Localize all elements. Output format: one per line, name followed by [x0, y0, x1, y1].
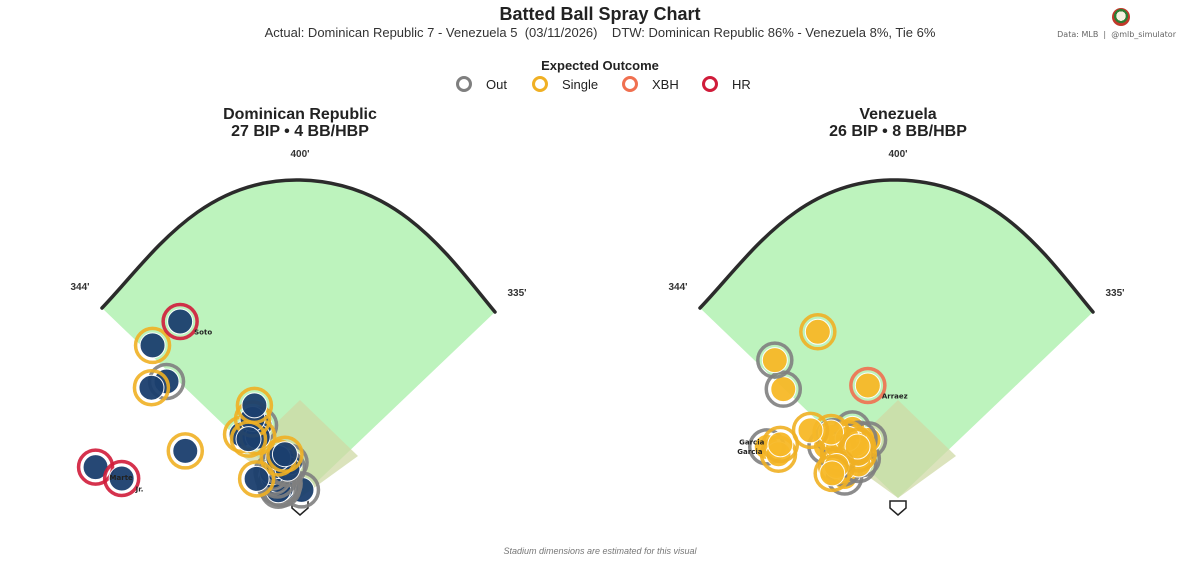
legend-single-ring-icon	[532, 76, 548, 92]
outcome-ring	[791, 411, 830, 450]
outcome-ring	[133, 326, 172, 365]
batted-ball-point	[854, 372, 881, 399]
outcome-ring	[764, 370, 803, 408]
outcome-ring	[166, 432, 205, 470]
outcome-ring	[161, 302, 199, 341]
legend-item-xbh: XBH	[622, 76, 679, 92]
legend: Out Single XBH HR	[0, 76, 1200, 94]
footnote: Stadium dimensions are estimated for thi…	[503, 546, 697, 556]
outcome-ring	[132, 368, 171, 407]
distance-label-right: 335'	[507, 288, 526, 299]
batted-ball-point	[243, 465, 270, 492]
outcome-ring	[849, 366, 887, 405]
batted-ball-point	[770, 376, 797, 403]
chart-title: Batted Ball Spray Chart	[499, 4, 701, 24]
simulator-logo-icon	[1112, 8, 1130, 26]
legend-single-label: Single	[562, 76, 599, 92]
panel-title-dominican: Dominican Republic 27 BIP • 4 BB/HBP	[100, 106, 500, 140]
batted-ball-point	[167, 308, 194, 335]
outfield-wall	[698, 178, 1095, 314]
outcome-ring	[76, 448, 115, 486]
outcome-ring	[102, 459, 141, 498]
legend-out-label: Out	[486, 76, 507, 92]
outcome-ring	[761, 425, 800, 464]
outfield-grass	[102, 179, 495, 499]
legend-xbh-ring-icon	[622, 76, 638, 92]
outcome-ring	[756, 341, 794, 379]
distance-label-center: 400'	[888, 149, 907, 160]
legend-xbh-label: XBH	[652, 76, 679, 92]
batted-ball-point	[271, 441, 298, 468]
outcome-ring	[799, 313, 837, 351]
home-plate-icon	[889, 500, 907, 516]
panel-team-name-dominican: Dominican Republic	[223, 106, 377, 123]
outfield-grass	[700, 179, 1093, 499]
batted-ball-point	[138, 374, 165, 401]
outcome-ring	[235, 386, 274, 425]
outfield-wall	[100, 178, 497, 314]
batted-ball-point	[139, 332, 166, 359]
panel-venezuela: 344' 400' 335' Garcia Arraez Garcia	[668, 149, 1125, 516]
distance-label-center: 400'	[290, 149, 309, 160]
legend-out-ring-icon	[456, 76, 472, 92]
legend-item-single: Single	[532, 76, 598, 92]
distance-label-left: 344'	[70, 282, 89, 293]
batter-name-label: Garcia	[737, 448, 762, 456]
legend-item-out: Out	[456, 76, 507, 92]
chart-subtitle: Actual: Dominican Republic 7 - Venezuela…	[264, 25, 936, 40]
batted-ball-point	[804, 318, 831, 345]
batted-ball-point	[241, 392, 268, 419]
batted-ball-point	[172, 437, 199, 464]
batted-ball-point	[235, 426, 262, 453]
batted-ball-point	[819, 460, 846, 487]
distance-label-right: 335'	[1105, 288, 1124, 299]
data-credit: Data: MLB | @mlb_simulator	[1057, 30, 1176, 39]
batted-ball-point	[844, 433, 871, 460]
legend-hr-ring-icon	[702, 76, 718, 92]
panel-title-venezuela: Venezuela 26 BIP • 8 BB/HBP	[698, 106, 1098, 140]
outcome-ring	[237, 460, 276, 498]
distance-label-left: 344'	[668, 282, 687, 293]
batter-name-label: Marte	[110, 474, 133, 482]
legend-item-hr: HR	[702, 76, 751, 92]
batted-ball-point	[761, 347, 788, 374]
batted-ball-point	[797, 417, 824, 444]
panel-stats-venezuela: 26 BIP • 8 BB/HBP	[829, 123, 967, 140]
outcome-ring	[266, 435, 304, 473]
panel-team-name-venezuela: Venezuela	[859, 106, 937, 123]
legend-hr-label: HR	[732, 76, 751, 92]
batter-name-label: Soto	[194, 329, 212, 337]
batter-name-label: Arraez	[882, 392, 908, 400]
batter-name-label: Jr.	[135, 486, 144, 494]
batted-ball-point	[108, 465, 135, 492]
batter-name-label: Garcia	[739, 438, 764, 446]
outcome-ring	[813, 454, 851, 493]
legend-title: Expected Outcome	[541, 58, 659, 73]
panel-stats-dominican: 27 BIP • 4 BB/HBP	[231, 123, 369, 140]
batted-ball-point	[767, 431, 794, 458]
outcome-ring	[838, 427, 877, 466]
